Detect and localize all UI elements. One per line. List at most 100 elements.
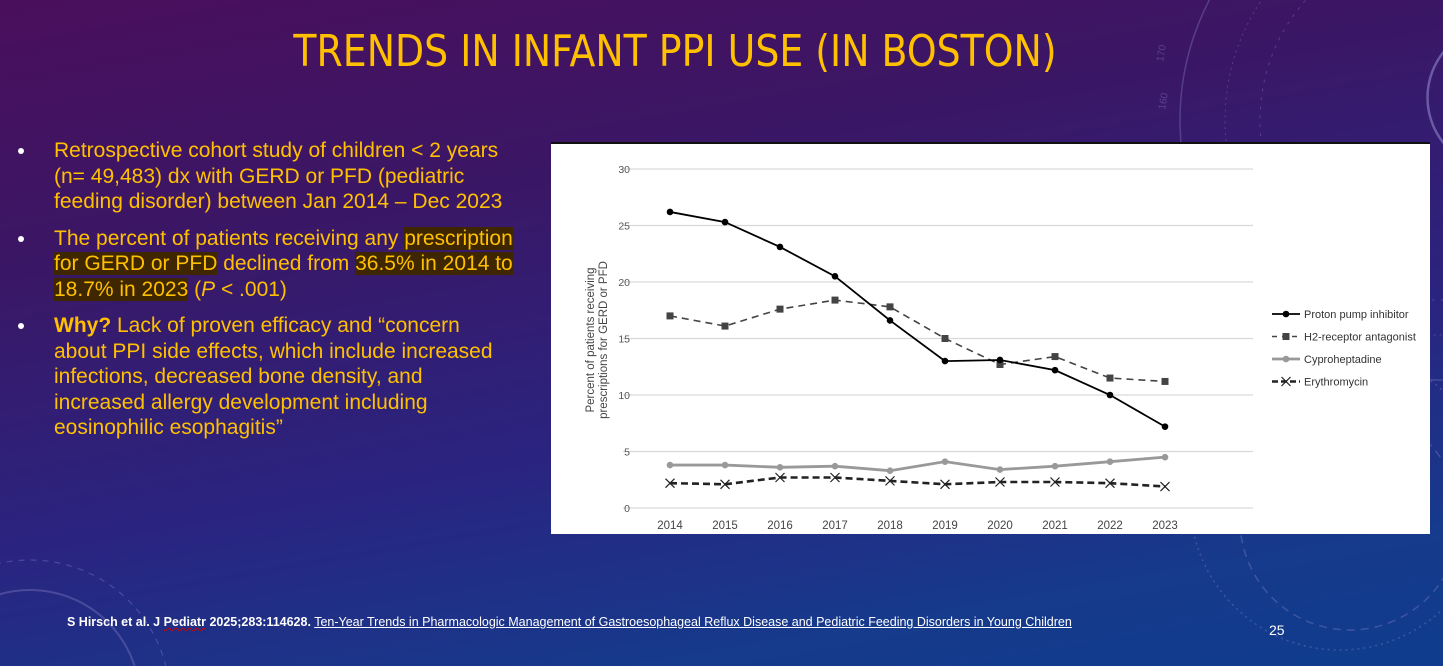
y-axis-label-line: Percent of patients receiving bbox=[585, 267, 597, 412]
x-tick-label: 2020 bbox=[987, 520, 1013, 532]
bullet-dot-icon bbox=[18, 235, 24, 242]
data-point bbox=[831, 273, 839, 280]
citation-volume: 2025;283:114628. bbox=[205, 615, 311, 629]
data-point bbox=[886, 303, 894, 311]
x-tick-labels: 2014 2015 2016 2017 2018 2019 2020 2021 2022 2023 bbox=[657, 520, 1178, 532]
data-point bbox=[1051, 366, 1059, 374]
data-point bbox=[830, 472, 840, 483]
citation-link[interactable]: Ten-Year Trends in Pharmacologic Managem… bbox=[314, 615, 1072, 629]
data-point bbox=[666, 312, 674, 320]
data-point bbox=[1051, 353, 1059, 361]
x-tick-label: 2018 bbox=[877, 520, 903, 532]
data-point bbox=[1106, 391, 1114, 399]
svg-text:160: 160 bbox=[1157, 92, 1171, 111]
data-point bbox=[1160, 481, 1170, 492]
slide-title: TRENDS IN INFANT PPI USE (IN BOSTON) bbox=[293, 26, 1057, 77]
x-tick-label: 2019 bbox=[932, 520, 958, 532]
bullet-decline: The percent of patients receiving any pr… bbox=[18, 226, 518, 303]
bullet-text: Retrospective cohort study of children <… bbox=[54, 139, 503, 213]
series-erythromycin bbox=[665, 472, 1170, 492]
bullet-why: Why? Lack of proven efficacy and “concer… bbox=[18, 313, 518, 441]
legend-label: Cyproheptadine bbox=[1304, 354, 1382, 366]
bullet-dot-icon bbox=[18, 148, 24, 154]
data-point bbox=[831, 296, 839, 304]
y-tick-label: 5 bbox=[624, 447, 630, 459]
bullet-text: < .001) bbox=[215, 277, 287, 301]
data-point bbox=[1282, 310, 1290, 318]
citation-journal: Pediatr bbox=[163, 615, 206, 629]
series-line bbox=[669, 211, 1166, 428]
data-point bbox=[1051, 462, 1059, 470]
y-axis-label: Percent of patients receiving prescriptio… bbox=[585, 261, 610, 419]
bullet-study-description: Retrospective cohort study of children <… bbox=[18, 138, 518, 215]
data-point bbox=[1282, 355, 1290, 363]
data-point bbox=[996, 356, 1004, 364]
data-point bbox=[886, 317, 894, 324]
series-h2-receptor-antagonist bbox=[666, 296, 1169, 385]
chart-image: 0 5 10 15 20 25 30 2014 2015 2016 2017 2018 2019 202… bbox=[551, 142, 1430, 534]
data-point bbox=[721, 322, 729, 330]
gridlines bbox=[623, 168, 1253, 509]
data-point bbox=[666, 208, 674, 216]
data-point bbox=[721, 461, 729, 469]
data-point bbox=[776, 305, 784, 313]
y-tick-label: 25 bbox=[618, 221, 630, 233]
series-group bbox=[665, 208, 1170, 492]
x-tick-label: 2015 bbox=[712, 520, 738, 532]
y-tick-label: 20 bbox=[618, 277, 630, 289]
data-point bbox=[940, 479, 950, 490]
page-number: 25 bbox=[1269, 622, 1285, 638]
data-point bbox=[665, 478, 675, 489]
y-tick-labels: 0 5 10 15 20 25 30 bbox=[618, 164, 630, 515]
series-line bbox=[669, 476, 1166, 488]
data-point bbox=[886, 467, 894, 475]
bullet-dot-icon bbox=[18, 323, 24, 329]
data-point bbox=[1281, 376, 1291, 387]
series-proton-pump-inhibitor bbox=[666, 208, 1169, 430]
data-point bbox=[775, 472, 785, 483]
p-value-symbol: P bbox=[201, 277, 216, 301]
legend-item: H2-receptor antagonist bbox=[1272, 332, 1416, 344]
data-point bbox=[666, 461, 674, 469]
y-tick-label: 10 bbox=[618, 390, 630, 402]
data-point bbox=[941, 357, 949, 365]
bullet-list: Retrospective cohort study of children <… bbox=[18, 138, 518, 452]
x-tick-label: 2022 bbox=[1097, 520, 1123, 532]
y-tick-label: 30 bbox=[618, 164, 630, 176]
legend: Proton pump inhibitor H2-receptor antagon… bbox=[1272, 309, 1416, 389]
data-point bbox=[1282, 333, 1290, 340]
data-point bbox=[776, 243, 784, 251]
legend-item: Cyproheptadine bbox=[1272, 354, 1382, 366]
x-tick-label: 2017 bbox=[822, 520, 848, 532]
line-chart: 0 5 10 15 20 25 30 2014 2015 2016 2017 2018 2019 202… bbox=[585, 164, 1416, 532]
data-point bbox=[831, 462, 839, 470]
data-point bbox=[1161, 453, 1169, 461]
y-axis-label-line: prescriptions for GERD or PFD bbox=[598, 261, 610, 419]
citation-authors: S Hirsch et al. J bbox=[67, 615, 164, 629]
data-point bbox=[1050, 477, 1060, 487]
y-tick-label: 0 bbox=[624, 503, 630, 515]
bullet-text: The percent of patients receiving any bbox=[54, 226, 405, 250]
x-tick-label: 2016 bbox=[767, 520, 793, 532]
data-point bbox=[1105, 478, 1115, 489]
data-point bbox=[721, 218, 729, 226]
legend-item: Erythromycin bbox=[1272, 377, 1368, 389]
data-point bbox=[1161, 423, 1169, 430]
data-point bbox=[776, 464, 784, 471]
data-point bbox=[1106, 458, 1114, 465]
data-point bbox=[941, 335, 949, 342]
data-point bbox=[995, 477, 1005, 487]
legend-label: Proton pump inhibitor bbox=[1304, 309, 1409, 321]
legend-item: Proton pump inhibitor bbox=[1272, 309, 1409, 321]
legend-label: Erythromycin bbox=[1304, 377, 1368, 389]
data-point bbox=[885, 475, 895, 486]
data-point bbox=[996, 360, 1004, 368]
series-cyproheptadine bbox=[666, 453, 1169, 475]
data-point bbox=[996, 466, 1004, 473]
series-line bbox=[669, 299, 1166, 383]
data-point bbox=[720, 479, 730, 490]
data-point bbox=[1161, 377, 1169, 385]
x-tick-label: 2021 bbox=[1042, 520, 1068, 532]
y-tick-label: 15 bbox=[618, 334, 630, 346]
data-point bbox=[941, 458, 949, 465]
